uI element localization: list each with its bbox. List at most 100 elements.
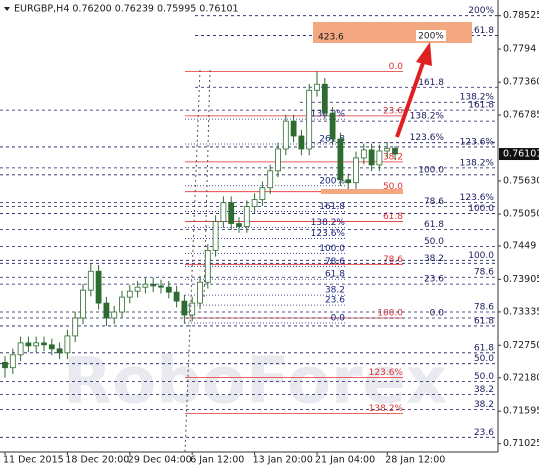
- candle-body: [228, 202, 235, 224]
- candle-body: [345, 179, 352, 184]
- candle-body: [41, 342, 47, 346]
- candle-body: [103, 302, 110, 319]
- candle-body: [197, 281, 203, 304]
- fib-label: 0.0: [331, 313, 346, 323]
- candle-body: [220, 202, 227, 222]
- candle-body: [290, 120, 297, 137]
- arrow: [395, 59, 426, 138]
- candle-body: [337, 138, 344, 181]
- current-price-box: [499, 148, 539, 161]
- y-tick-label: 0.71025: [503, 438, 539, 449]
- fib-label: 61.8: [424, 220, 444, 230]
- fib-label: 0.0: [430, 308, 445, 318]
- candle-body: [25, 342, 32, 347]
- candle-body: [353, 157, 359, 184]
- fib-label: 100.0: [319, 244, 345, 254]
- fib-label: 61.8: [325, 270, 345, 280]
- fib-label: 0.0: [389, 62, 404, 72]
- candle-body: [314, 83, 320, 91]
- fib-label: 23.6: [424, 275, 444, 285]
- fib-label: 100.0: [418, 165, 444, 175]
- fib-label: 200%: [319, 176, 345, 186]
- fib-label: 138.2%: [311, 218, 346, 228]
- x-tick-label: 28 Jan 12:00: [385, 455, 445, 466]
- candle-body: [111, 311, 118, 319]
- candle-body: [119, 296, 125, 313]
- candle-body: [392, 147, 398, 155]
- candle-body: [48, 344, 55, 350]
- candle-body: [134, 286, 141, 292]
- fib-label: 138.2%: [460, 93, 495, 103]
- fib-label: 100.0: [468, 204, 494, 214]
- fib-label: 161.8: [468, 26, 494, 36]
- current-price-label: 0.76101: [503, 149, 539, 160]
- y-tick-label: 0.76785: [503, 109, 539, 120]
- y-tick-label: 0.75050: [503, 209, 539, 220]
- fib-label: 100.0: [377, 308, 403, 318]
- fib-label: 38.2: [474, 400, 494, 410]
- candle-body: [150, 283, 157, 287]
- candle-body: [243, 206, 250, 227]
- candle-body: [259, 187, 266, 201]
- fib-label: 50.0: [383, 182, 403, 192]
- candle-body: [368, 149, 375, 166]
- fib-label: 138.2%: [460, 158, 495, 168]
- arrow-head: [416, 42, 432, 66]
- y-tick-label: 0.72750: [503, 340, 539, 351]
- time-zone-line: [184, 69, 201, 453]
- fib-label: 23.6: [383, 106, 403, 116]
- candle-body: [212, 221, 219, 251]
- y-tick-label: 0.73335: [503, 306, 539, 317]
- fib-label: 38.2: [424, 254, 444, 264]
- menu-arrow: [4, 7, 10, 11]
- fib-label: 123.6%: [369, 368, 404, 378]
- candle-body: [173, 291, 180, 302]
- fib-label: 138.2%: [410, 112, 445, 122]
- candle-body: [181, 300, 188, 316]
- candle-body: [306, 89, 313, 150]
- fib-label: 161.8: [468, 101, 494, 111]
- chart-title: EURGBP,H4 0.76200 0.76239 0.75995 0.7610…: [14, 4, 239, 15]
- fib-label: 123.6%: [460, 193, 495, 203]
- candle-body: [275, 148, 281, 172]
- candle-body: [298, 135, 305, 150]
- fib-label: 61.8: [383, 212, 403, 222]
- fib-label: 38.2: [474, 385, 494, 395]
- candle-body: [142, 283, 149, 288]
- fib-label: 23.6: [474, 428, 494, 438]
- y-tick-label: 0.71595: [503, 406, 539, 417]
- candle-body: [236, 223, 242, 227]
- candle-body: [64, 335, 71, 354]
- fib-label: 78.6: [424, 197, 444, 207]
- y-tick-label: 0.7449: [503, 240, 536, 251]
- y-tick-label: 0.75630: [503, 175, 539, 186]
- candle-body: [267, 170, 274, 189]
- fib-label: 78.6: [474, 303, 494, 313]
- x-tick-label: 18 Dec 20:00: [65, 455, 129, 466]
- fib-label: 161.8: [319, 202, 345, 212]
- fib-label: 61.8: [474, 343, 494, 353]
- candle-body: [17, 342, 24, 356]
- candle-body: [204, 249, 211, 283]
- candle-body: [80, 289, 86, 319]
- candle-body: [158, 285, 164, 288]
- fib-label: 161.8: [418, 78, 444, 88]
- candle-body: [95, 270, 102, 304]
- candle-body: [9, 354, 16, 369]
- x-tick-label: 11 Dec 2015: [3, 455, 64, 466]
- candle-body: [360, 149, 367, 159]
- fib-label: 78.6: [383, 255, 403, 265]
- candle-body: [2, 361, 8, 369]
- annotation-box: [416, 30, 446, 41]
- candle-body: [376, 150, 383, 166]
- candle-body: [72, 317, 79, 337]
- fib-label: 138.2%: [311, 110, 346, 120]
- fib-label: 38.2: [325, 286, 345, 296]
- fib-label: 123.6%: [410, 133, 445, 143]
- fib-label: 61.8: [474, 316, 494, 326]
- x-tick-label: 29 Dec 04:00: [128, 455, 192, 466]
- candle-body: [56, 348, 63, 354]
- candle-body: [165, 286, 172, 293]
